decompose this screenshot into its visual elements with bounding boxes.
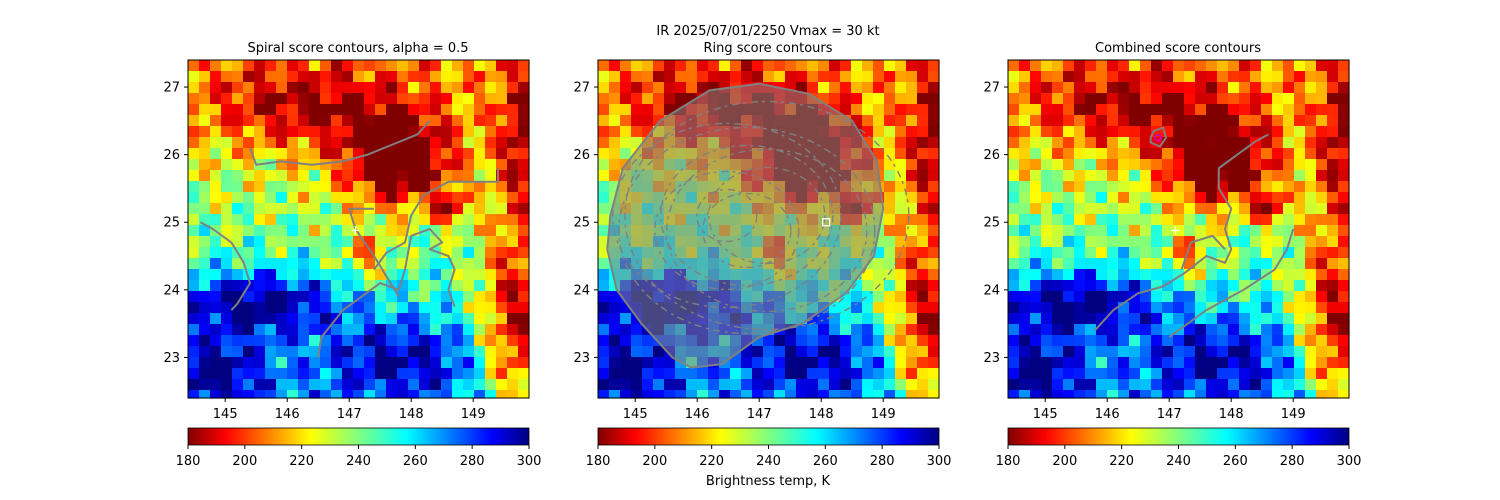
ring-contour-line [660, 144, 834, 287]
x-tick-label: 146 [1095, 407, 1120, 422]
y-tick-label: 26 [573, 148, 590, 163]
colorbar-tick-label: 180 [176, 454, 201, 469]
x-tick-label: 147 [337, 407, 362, 422]
score-contour-line [249, 120, 431, 166]
score-contour-line [373, 168, 499, 271]
y-tick-label: 24 [573, 283, 590, 298]
x-tick-label: 148 [809, 407, 834, 422]
y-tick-label: 25 [983, 216, 1000, 231]
axes-frame [1007, 59, 1350, 399]
y-tick-label: 27 [983, 81, 1000, 96]
ring-contour-line [618, 126, 876, 335]
y-tick-label: 27 [163, 81, 180, 96]
axes-frame [187, 59, 530, 399]
colorbar-tick-label: 260 [813, 454, 838, 469]
ring-contour-line [708, 166, 826, 265]
y-tick-label: 27 [573, 81, 590, 96]
colorbar-tick-label: 240 [346, 454, 371, 469]
score-contour-line [1168, 228, 1295, 339]
ring-contour-line [702, 192, 792, 269]
panel-3-title: Combined score contours [1095, 41, 1261, 56]
x-tick-label: 147 [747, 407, 772, 422]
colorbar-tick-label: 200 [642, 454, 667, 469]
colorbar-tick-label: 280 [870, 454, 895, 469]
score-contour-line [1094, 133, 1269, 332]
colorbar-tick-label: 300 [1337, 454, 1362, 469]
colorbar-tick-label: 220 [1109, 454, 1134, 469]
combined-score-panel: 145 146 147 148 149 23 24 25 26 27 180 200 220 240 260… [983, 59, 1362, 469]
y-tick-label: 25 [573, 216, 590, 231]
ring-contour-line [666, 148, 868, 313]
peak-circle-marker [1154, 133, 1162, 142]
y-tick-label: 23 [983, 351, 1000, 366]
colorbar [1007, 427, 1350, 446]
center-plus-marker [1171, 226, 1180, 235]
panel-2-title: Ring score contours [703, 41, 832, 56]
colorbar-tick-label: 240 [1166, 454, 1191, 469]
panel-1-title: Spiral score contours, alpha = 0.5 [247, 41, 468, 56]
score-contour-line [1149, 126, 1168, 148]
y-tick-label: 26 [983, 148, 1000, 163]
y-tick-label: 23 [573, 351, 590, 366]
colorbar-tick-label: 300 [517, 454, 542, 469]
colorbar-tick-label: 240 [756, 454, 781, 469]
x-tick-label: 149 [871, 407, 896, 422]
colorbar-tick-label: 280 [1280, 454, 1305, 469]
spiral-score-panel: 145 146 147 148 149 23 24 25 26 27 180 200 220 240 260… [163, 59, 542, 469]
axes-frame [597, 59, 940, 399]
x-tick-label: 149 [461, 407, 486, 422]
y-tick-label: 23 [163, 351, 180, 366]
center-square-marker [822, 218, 831, 227]
center-plus-marker [351, 226, 360, 235]
x-tick-label: 146 [685, 407, 710, 422]
x-tick-label: 145 [213, 407, 238, 422]
x-tick-label: 148 [399, 407, 424, 422]
score-contour-line [199, 221, 251, 311]
colorbar [187, 427, 530, 446]
colorbar-tick-label: 220 [699, 454, 724, 469]
ring-score-panel: 145 146 147 148 149 23 24 25 26 27 180 200 220 240 260… [573, 59, 952, 469]
colorbar-tick-label: 200 [232, 454, 257, 469]
score-contour-line [317, 228, 456, 358]
colorbar-tick-label: 260 [1223, 454, 1248, 469]
colorbar-tick-label: 260 [403, 454, 428, 469]
y-tick-label: 25 [163, 216, 180, 231]
y-tick-label: 24 [983, 283, 1000, 298]
colorbar-tick-label: 180 [586, 454, 611, 469]
colorbar [597, 427, 940, 446]
brightness-temp-field [1008, 60, 1350, 399]
plot-area [1094, 126, 1295, 339]
ring-contour-line [624, 100, 910, 331]
x-tick-label: 145 [623, 407, 648, 422]
x-tick-label: 149 [1281, 407, 1306, 422]
x-tick-label: 145 [1033, 407, 1058, 422]
x-tick-label: 146 [275, 407, 300, 422]
plot-area [606, 82, 910, 369]
ring-contour-line [696, 188, 758, 243]
colorbar-tick-label: 180 [996, 454, 1021, 469]
colorbar-tick-label: 280 [460, 454, 485, 469]
ring-contour-line [612, 122, 842, 309]
y-tick-label: 26 [163, 148, 180, 163]
figure-title: IR 2025/07/01/2250 Vmax = 30 kt [656, 24, 879, 39]
colorbar-tick-label: 300 [927, 454, 952, 469]
x-tick-label: 147 [1157, 407, 1182, 422]
x-tick-label: 148 [1219, 407, 1244, 422]
ring-contour-line [654, 170, 800, 291]
ring-contour-region [606, 82, 885, 369]
score-contour-line [1180, 234, 1226, 270]
colorbar-tick-label: 200 [1052, 454, 1077, 469]
colorbar-label: Brightness temp, K [706, 474, 831, 489]
y-tick-label: 24 [163, 283, 180, 298]
plot-area [199, 120, 499, 358]
brightness-temp-field [188, 60, 530, 399]
colorbar-tick-label: 220 [289, 454, 314, 469]
